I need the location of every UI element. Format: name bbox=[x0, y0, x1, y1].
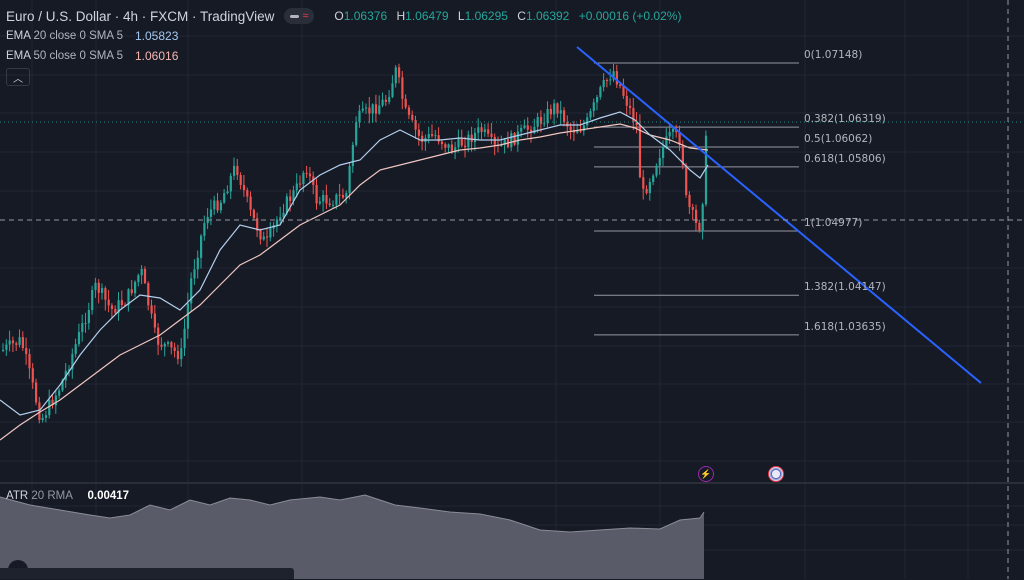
symbol-row: Euro / U.S. Dollar · 4h · FXCM · Trading… bbox=[6, 6, 681, 26]
indicator-label: EMA 50 close 0 SMA 5 bbox=[6, 50, 123, 62]
collapse-legend-button[interactable]: ︿ bbox=[6, 68, 30, 86]
wave-icon: ≈ bbox=[302, 10, 309, 22]
close-value: 1.06392 bbox=[525, 9, 570, 23]
open-label: O bbox=[334, 9, 344, 23]
atr-area bbox=[0, 494, 705, 579]
chevron-up-icon: ︿ bbox=[13, 73, 23, 85]
bottom-toolbar[interactable] bbox=[0, 568, 294, 579]
symbol-title[interactable]: Euro / U.S. Dollar · 4h · FXCM · Trading… bbox=[6, 8, 275, 24]
indicator-name: EMA bbox=[6, 30, 31, 42]
atr-legend[interactable]: ATR 20 RMA 0.00417 bbox=[6, 490, 129, 502]
high-label: H bbox=[396, 9, 406, 23]
atr-params: 20 RMA bbox=[31, 490, 73, 502]
open-value: 1.06376 bbox=[343, 9, 388, 23]
fib-level-label: 0.382(1.06319) bbox=[804, 113, 886, 126]
moving-averages bbox=[0, 111, 709, 441]
change-value: +0.00016 (+0.02%) bbox=[578, 9, 682, 23]
chart-legend: Euro / U.S. Dollar · 4h · FXCM · Trading… bbox=[6, 6, 681, 86]
fib-level-label: 0(1.07148) bbox=[804, 49, 863, 61]
high-value: 1.06479 bbox=[405, 9, 449, 23]
close-label: C bbox=[517, 9, 526, 23]
fib-level-label: 0.618(1.05806) bbox=[804, 152, 886, 165]
atr-value: 0.00417 bbox=[87, 490, 130, 502]
indicator-ema20[interactable]: EMA 20 close 0 SMA 5 1.05823 bbox=[6, 26, 681, 46]
indicator-params: 50 close 0 SMA 5 bbox=[33, 50, 124, 62]
indicator-name: EMA bbox=[6, 50, 31, 62]
fib-level-label: 1(1.04977) bbox=[804, 217, 863, 229]
trendline[interactable] bbox=[576, 46, 982, 384]
fib-level-label: 1.382(1.04147) bbox=[804, 281, 886, 294]
ohlc-values: O1.06376 H1.06479 L1.06295 C1.06392 +0.0… bbox=[328, 9, 681, 23]
candlesticks bbox=[2, 63, 708, 424]
market-status-pill[interactable]: ≈ bbox=[284, 8, 315, 24]
low-label: L bbox=[457, 9, 465, 23]
fib-level-label: 0.5(1.06062) bbox=[804, 133, 873, 146]
atr-name: ATR bbox=[6, 490, 29, 502]
us-flag-icon[interactable] bbox=[768, 466, 784, 482]
minus-icon bbox=[290, 14, 300, 18]
indicator-params: 20 close 0 SMA 5 bbox=[33, 30, 124, 42]
low-value: 1.06295 bbox=[464, 9, 508, 23]
lightning-icon[interactable]: ⚡ bbox=[698, 466, 714, 482]
indicator-value: 1.05823 bbox=[135, 29, 179, 43]
indicator-label: EMA 20 close 0 SMA 5 bbox=[6, 30, 123, 42]
fib-level-label: 1.618(1.03635) bbox=[804, 320, 886, 333]
fibonacci-retracement[interactable] bbox=[594, 62, 799, 336]
indicator-ema50[interactable]: EMA 50 close 0 SMA 5 1.06016 bbox=[6, 46, 681, 66]
indicator-value: 1.06016 bbox=[135, 49, 179, 63]
